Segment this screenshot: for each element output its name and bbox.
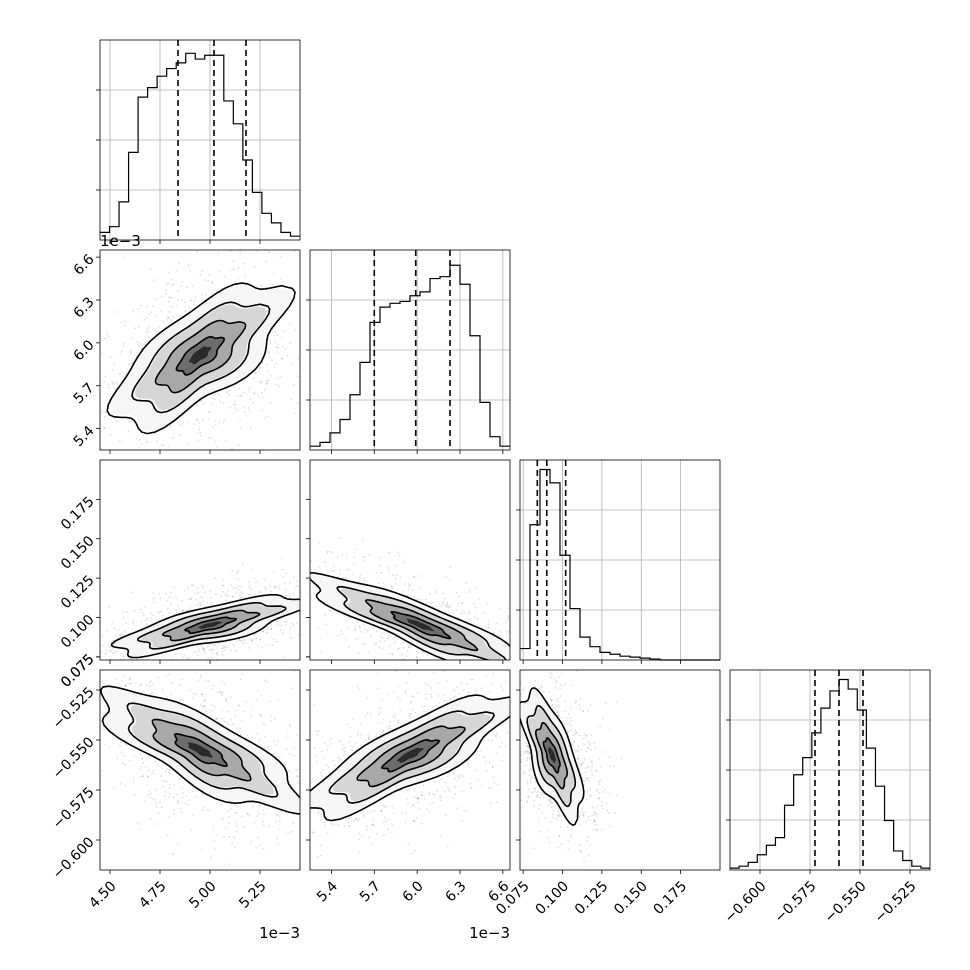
ytick-label-p2: 0.150 bbox=[58, 533, 98, 573]
ytick-label-p3: −0.600 bbox=[50, 834, 98, 882]
contour-2-0-0 bbox=[110, 593, 300, 659]
contour-1-0-0 bbox=[106, 282, 296, 435]
contour-2-0-1 bbox=[137, 601, 287, 650]
ytick-label-p2: 0.175 bbox=[58, 494, 98, 534]
offset-label-y-p1: 1e−3 bbox=[100, 232, 141, 250]
ytick-label-p1: 6.3 bbox=[71, 294, 98, 321]
ytick-label-p1: 6.0 bbox=[71, 337, 98, 364]
xtick-label-p2: 0.125 bbox=[572, 878, 612, 918]
ticks-layer bbox=[96, 89, 911, 874]
offset-label-x-p0: 1e−3 bbox=[259, 924, 300, 942]
histogram-p2 bbox=[520, 468, 720, 661]
contour-3-0-3 bbox=[174, 732, 228, 768]
xtick-label-p3: −0.575 bbox=[772, 878, 820, 926]
ytick-label-p2: 0.100 bbox=[58, 612, 98, 652]
ytick-label-p3: −0.525 bbox=[50, 684, 98, 732]
density-2-1 bbox=[310, 537, 510, 660]
panel-frame-3-2 bbox=[519, 669, 721, 871]
panel-frame-2-1 bbox=[309, 459, 511, 661]
contour-3-0-0 bbox=[100, 685, 300, 815]
contour-2-1-1 bbox=[336, 585, 508, 660]
contour-3-1-2 bbox=[356, 725, 466, 788]
histograms-layer bbox=[100, 40, 930, 870]
xtick-label-p2: 0.100 bbox=[532, 878, 572, 918]
xtick-label-p2: 0.175 bbox=[651, 878, 691, 918]
contour-2-0-2 bbox=[161, 609, 261, 642]
panel-frame-3-1 bbox=[309, 669, 511, 871]
density-3-0 bbox=[100, 670, 300, 868]
xtick-label-p1: 6.0 bbox=[400, 878, 427, 905]
contour-2-1-0 bbox=[310, 572, 510, 660]
ytick-label-p1: 5.7 bbox=[71, 380, 98, 407]
contour-3-1-1 bbox=[328, 710, 495, 804]
panel-frame-3-0 bbox=[99, 669, 301, 871]
xtick-label-p1: 5.7 bbox=[357, 878, 384, 905]
ytick-label-p1: 6.6 bbox=[71, 251, 98, 278]
xtick-label-p0: 5.00 bbox=[186, 878, 219, 911]
xtick-label-p3: −0.525 bbox=[872, 878, 920, 926]
ytick-label-p2: 0.125 bbox=[58, 572, 98, 612]
xtick-label-p0: 5.25 bbox=[236, 878, 269, 911]
xtick-label-p0: 4.75 bbox=[136, 878, 169, 911]
contour-3-2-2 bbox=[534, 721, 569, 790]
ytick-label-p3: −0.575 bbox=[50, 784, 98, 832]
panel-frame-1-0 bbox=[99, 249, 301, 451]
xtick-label-p3: −0.550 bbox=[822, 878, 870, 926]
xtick-label-p1: 6.3 bbox=[443, 878, 470, 905]
contour-1-0-2 bbox=[154, 319, 247, 394]
ytick-label-p3: −0.550 bbox=[50, 734, 98, 782]
xtick-label-p1: 5.4 bbox=[314, 878, 341, 905]
density-fills-layer bbox=[100, 250, 623, 870]
panel-frame-2-0 bbox=[99, 459, 301, 661]
xtick-label-p0: 4.50 bbox=[86, 878, 119, 911]
ytick-label-extra: 0.075 bbox=[58, 651, 98, 691]
contour-3-2-1 bbox=[526, 704, 577, 808]
contour-2-1-2 bbox=[364, 599, 479, 652]
contours-layer bbox=[100, 282, 585, 826]
contour-3-0-2 bbox=[151, 718, 252, 782]
histogram-p0 bbox=[100, 52, 300, 237]
contour-2-0-3 bbox=[184, 616, 237, 635]
histogram-p3 bbox=[730, 678, 930, 869]
density-1-0 bbox=[100, 250, 300, 450]
histogram-p1 bbox=[310, 264, 510, 447]
contour-3-2-3 bbox=[542, 737, 561, 774]
xtick-label-p2: 0.150 bbox=[611, 878, 651, 918]
offset-label-x-p1: 1e−3 bbox=[469, 924, 510, 942]
contour-2-1-3 bbox=[390, 610, 452, 640]
ytick-label-p1: 5.4 bbox=[71, 423, 98, 450]
contour-1-0-1 bbox=[131, 301, 271, 414]
contour-1-0-3 bbox=[175, 335, 225, 376]
contour-3-2-0 bbox=[520, 687, 585, 826]
contour-3-0-1 bbox=[126, 702, 279, 798]
contour-3-1-3 bbox=[381, 738, 441, 773]
xtick-label-p3: −0.600 bbox=[722, 878, 770, 926]
